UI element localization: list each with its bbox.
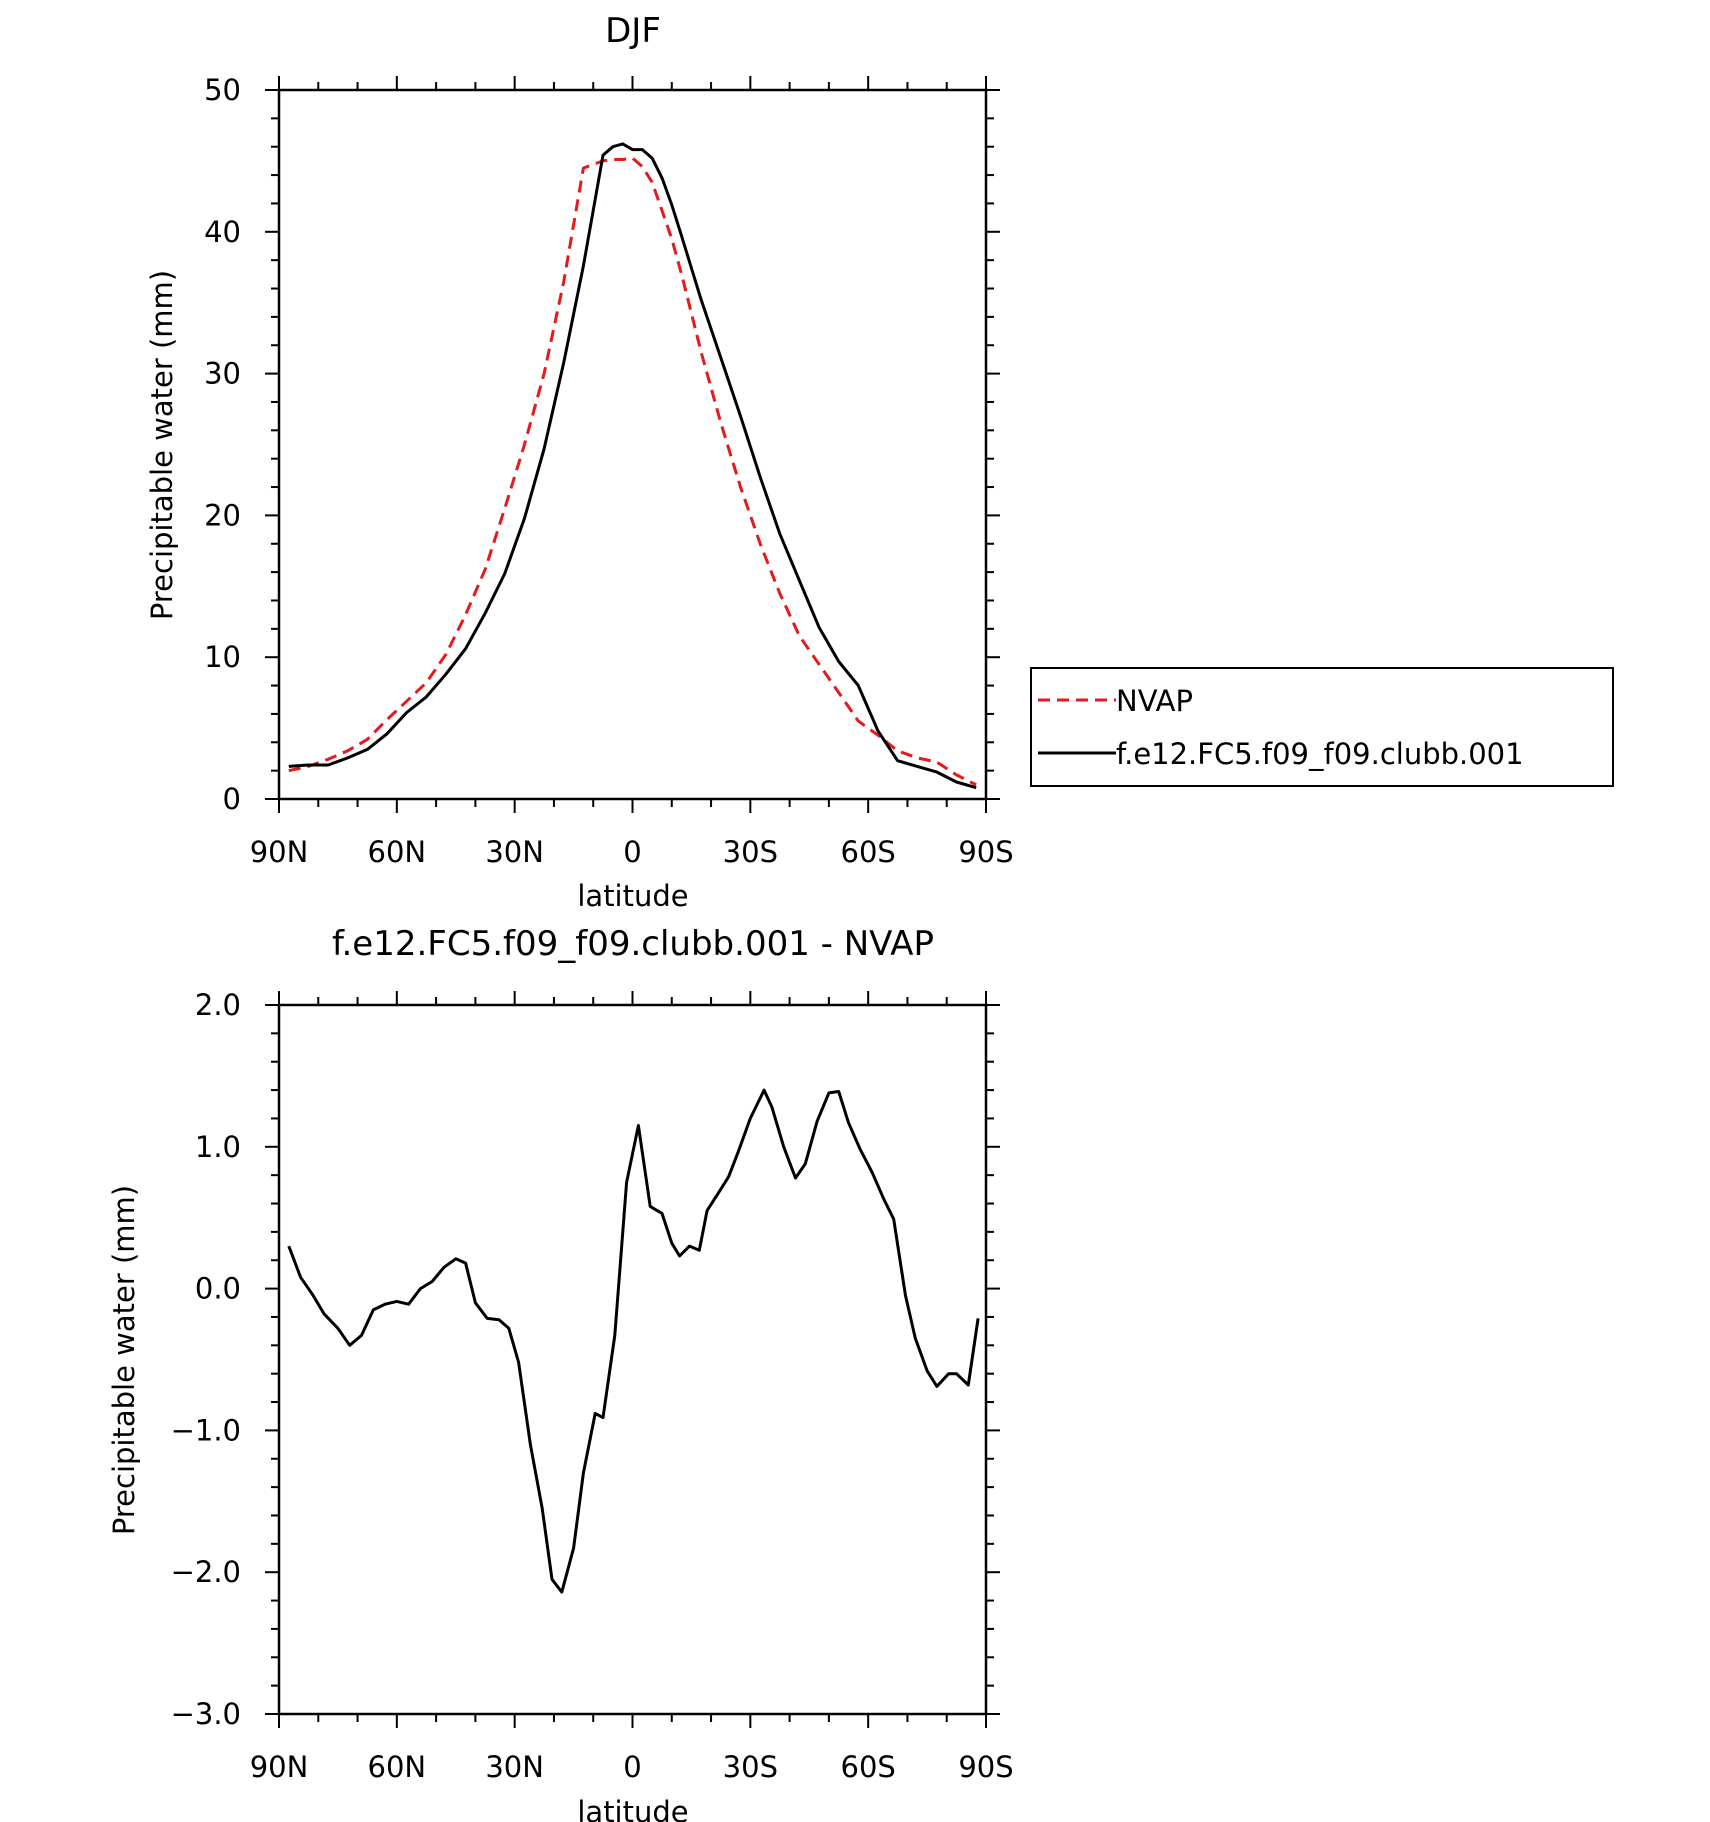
bottom-series-line-0 — [287, 1088, 980, 1594]
top-chart-title: DJF — [605, 11, 661, 51]
x-tick-label: 90S — [958, 835, 1013, 869]
bottom-series-group — [287, 1088, 980, 1594]
bottom-y-axis-label: Precipitable water (mm) — [107, 1185, 141, 1535]
y-tick-label: 10 — [204, 640, 241, 674]
x-tick-label: 60N — [368, 835, 427, 869]
y-tick-label: 30 — [204, 357, 241, 391]
y-tick-label: −3.0 — [171, 1697, 241, 1731]
x-tick-label: 30N — [485, 835, 544, 869]
y-tick-label: −2.0 — [171, 1555, 241, 1589]
y-tick-label: 2.0 — [195, 988, 241, 1022]
x-tick-label: 0 — [623, 1750, 641, 1784]
y-tick-label: 0.0 — [195, 1272, 241, 1306]
x-tick-label: 90S — [958, 1750, 1013, 1784]
bottom-y-tick-labels: −3.0 −2.0 −1.0 0.0 1.0 2.0 — [171, 988, 241, 1731]
bottom-chart-title: f.e12.FC5.f09_f09.clubb.001 - NVAP — [332, 924, 934, 964]
bottom-plot-frame — [277, 1003, 988, 1716]
legend-box — [1030, 667, 1614, 787]
legend-label-model: f.e12.FC5.f09_f09.clubb.001 — [1116, 737, 1524, 771]
top-axis-ticks — [265, 76, 1000, 813]
x-tick-label: 60N — [368, 1750, 427, 1784]
bottom-axis-ticks — [265, 991, 1000, 1728]
top-panel: DJF 90N 60N 30N 0 30S 60S 90S 0 10 20 30 40 50 lati… — [145, 11, 1614, 913]
top-x-tick-labels: 90N 60N 30N 0 30S 60S 90S — [250, 835, 1014, 869]
y-tick-label: −1.0 — [171, 1413, 241, 1447]
y-tick-label: 40 — [204, 215, 241, 249]
x-tick-label: 30N — [485, 1750, 544, 1784]
top-x-axis-label: latitude — [577, 879, 688, 913]
x-tick-label: 60S — [841, 835, 896, 869]
x-tick-label: 60S — [841, 1750, 896, 1784]
top-series-line-f-e12-fc5-f09-f09-clubb-001 — [288, 142, 977, 790]
top-series-line-nvap — [288, 156, 977, 787]
top-y-tick-labels: 0 10 20 30 40 50 — [204, 73, 241, 816]
legend-label-nvap: NVAP — [1116, 684, 1193, 718]
x-tick-label: 30S — [723, 1750, 778, 1784]
bottom-panel: f.e12.FC5.f09_f09.clubb.001 - NVAP 90N 60… — [107, 924, 1014, 1822]
y-tick-label: 1.0 — [195, 1130, 241, 1164]
x-tick-label: 90N — [250, 835, 309, 869]
legend: NVAP f.e12.FC5.f09_f09.clubb.001 — [1030, 667, 1614, 787]
y-tick-label: 50 — [204, 73, 241, 107]
x-tick-label: 0 — [623, 835, 641, 869]
y-tick-label: 0 — [223, 782, 241, 816]
x-tick-label: 30S — [723, 835, 778, 869]
x-tick-label: 90N — [250, 1750, 309, 1784]
bottom-x-axis-label: latitude — [577, 1795, 688, 1822]
bottom-x-tick-labels: 90N 60N 30N 0 30S 60S 90S — [250, 1750, 1014, 1784]
top-y-axis-label: Precipitable water (mm) — [145, 270, 179, 620]
y-tick-label: 20 — [204, 498, 241, 532]
top-series-group — [288, 142, 977, 790]
top-plot-frame — [277, 88, 988, 801]
